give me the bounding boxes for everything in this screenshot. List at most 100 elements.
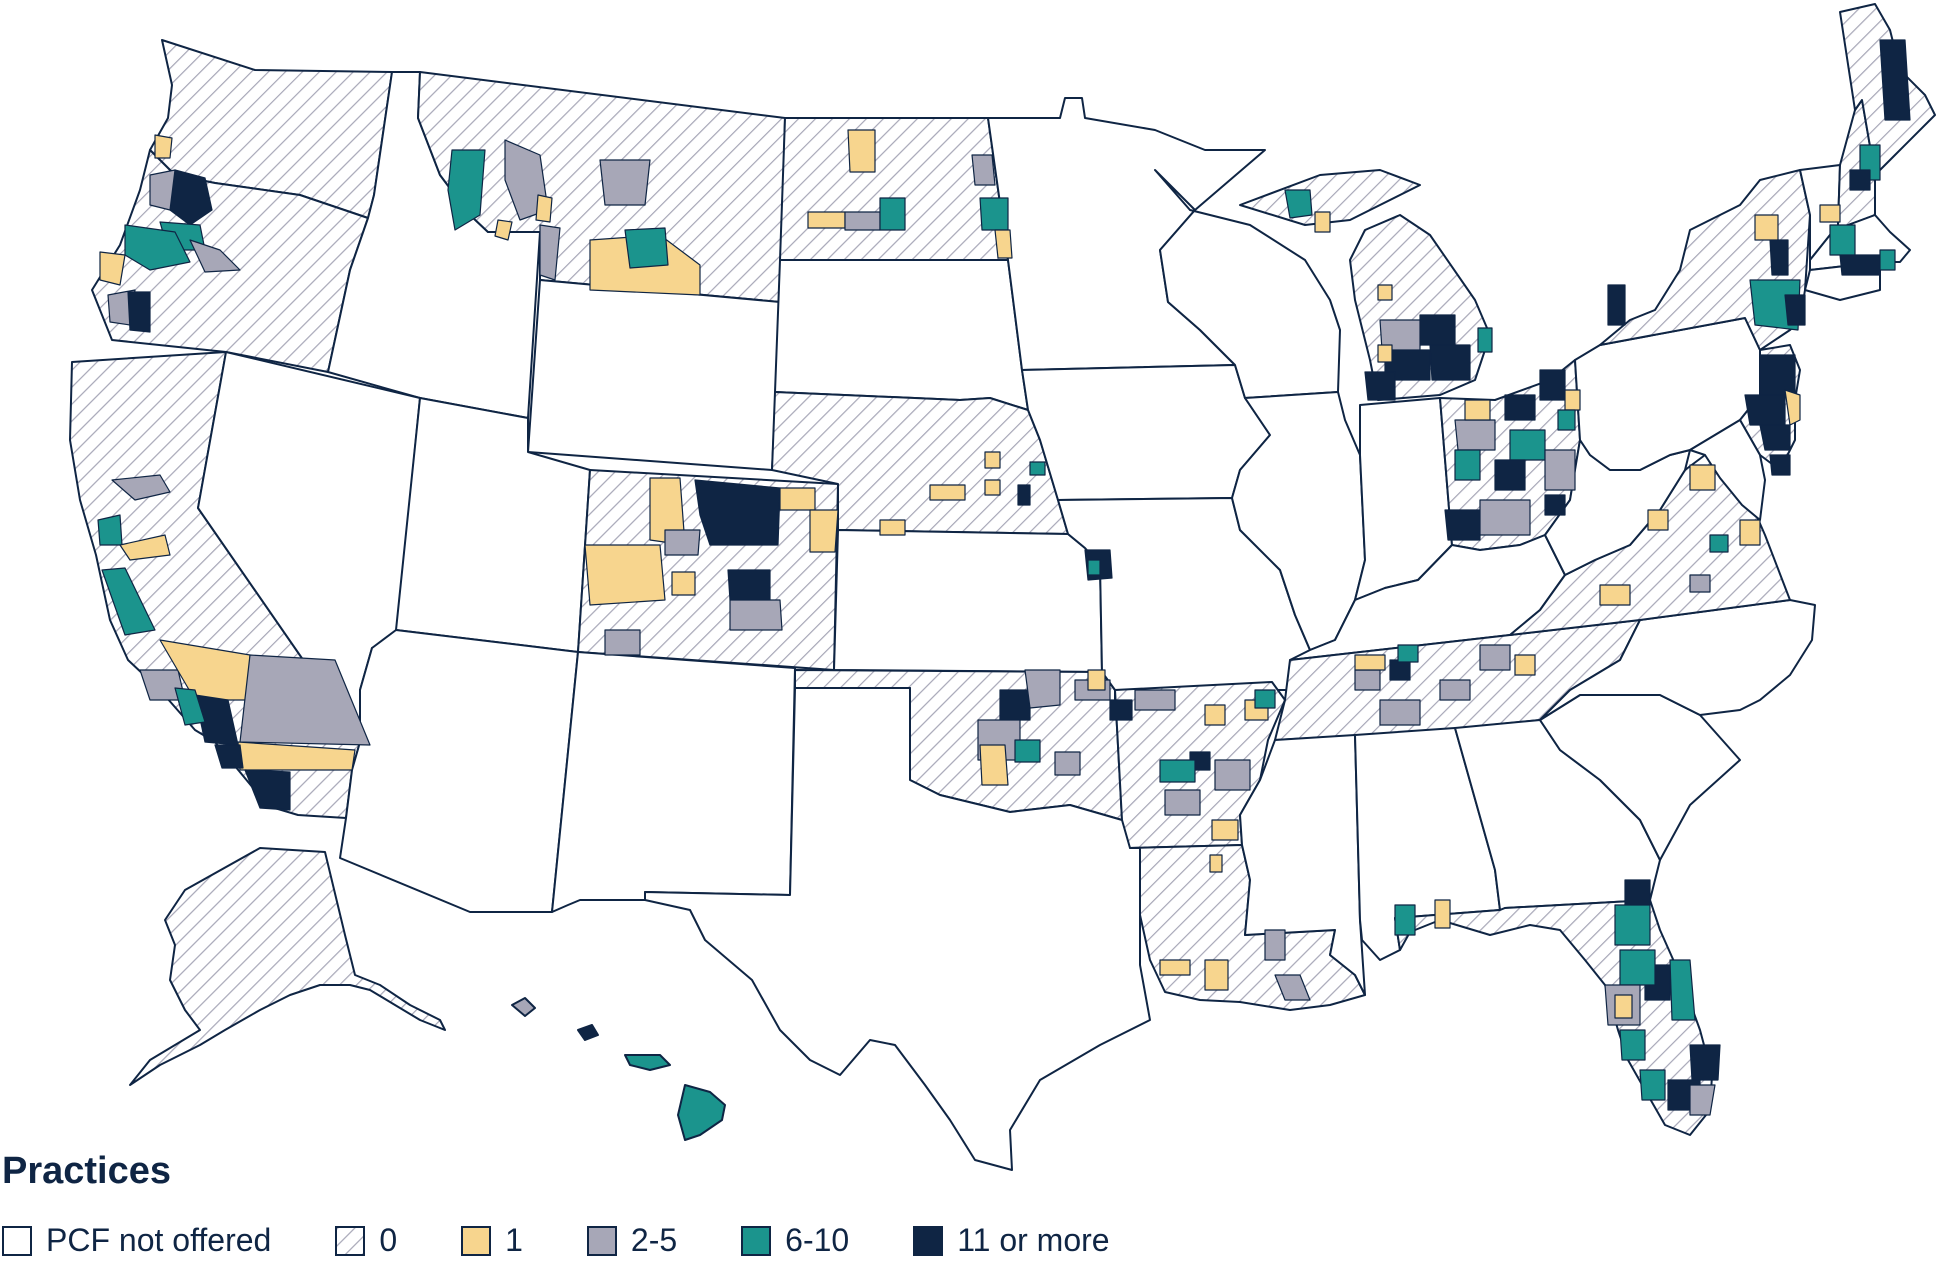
region-tn-south [1379,699,1421,726]
legend-swatch-yellow [461,1225,492,1256]
state-wyoming [527,279,781,471]
region-fl-gville [1614,904,1651,946]
region-ok-central [1024,669,1061,709]
region-mi-flint [1419,314,1456,346]
region-mi-up-east [1314,211,1331,233]
region-ma-central [1829,224,1856,256]
legend: PCF not offered 0 1 2-5 6-10 11 or more [2,1222,1174,1259]
region-ohio-central [1509,429,1546,461]
state-alaska [129,847,446,1086]
region-mt-butte [535,194,553,223]
state-hawaii-oahu [577,1024,599,1041]
region-co-north-east [779,487,816,511]
state-hawaii-kauai [511,997,536,1017]
region-ne-north [984,451,1001,469]
region-sf-bay [97,514,123,546]
region-co-west [584,544,666,606]
region-co-central [664,529,701,556]
region-eugene [127,291,151,333]
region-va-central [1647,509,1669,531]
region-va-roanoke [1689,574,1711,593]
state-kansas [833,529,1103,673]
region-fl-panhandle-east [1434,899,1451,929]
region-nj-central [1744,394,1786,426]
region-tn-west [1354,654,1386,671]
region-ok-se [1054,751,1081,776]
region-co-southwest [604,629,641,656]
legend-item-one: 1 [461,1222,523,1259]
region-ar-se [1211,819,1239,841]
region-mi-up [1284,189,1313,219]
state-north-carolina [1539,599,1816,721]
region-sj-valley [101,567,156,636]
region-ohio-dayton [1454,419,1496,451]
region-tn-central [1397,644,1419,663]
region-mt-west [447,149,486,231]
region-portland [124,224,191,271]
region-ohio-se [1544,494,1566,516]
region-ar-south [1164,789,1201,816]
region-nj-east [1784,389,1801,426]
legend-item-zero: 0 [335,1222,397,1259]
state-north-dakota [779,117,1009,261]
region-ohio-cleveland [1539,369,1566,401]
legend-label: 0 [379,1222,398,1258]
region-ok-east [1087,669,1106,691]
region-ar-fort-smith [1204,704,1226,726]
region-nd-east [971,154,996,186]
region-new-orleans [1274,974,1311,1001]
region-ohio-columbus [1494,459,1526,491]
region-nh-se [1849,169,1871,191]
region-ar-east [1214,759,1251,791]
state-hawaii-maui [624,1054,671,1071]
region-co-south-mtn [671,571,696,596]
region-portland-east [189,239,241,273]
region-va-east [1739,519,1761,546]
region-ma-east [1879,249,1896,271]
region-ma-boston [1839,254,1881,276]
region-la-north [1209,854,1223,873]
region-ar-central [1159,759,1196,783]
region-mojave [239,654,371,746]
legend-label: 11 or more [957,1222,1110,1258]
region-tn-chatt [1439,679,1471,701]
region-ohio-south [1479,499,1531,536]
region-tn-knox [1479,644,1511,671]
legend-swatch-hatched [335,1225,366,1256]
region-tulsa [1109,699,1133,721]
region-sacramento [119,534,171,561]
region-fl-sarasota [1614,994,1633,1019]
region-fl-jax [1624,879,1651,906]
state-iowa [1021,364,1271,501]
region-nj-north [1759,354,1796,396]
region-ohio-ne [1564,389,1581,411]
region-fl-sw [1619,1029,1646,1061]
region-mt-yellow [494,219,513,241]
state-texas [644,687,1151,1171]
region-nj-cape [1769,454,1791,476]
legend-item-six-ten: 6-10 [741,1222,849,1259]
region-ohio-sw [1454,449,1481,481]
region-billings-core [624,227,669,269]
region-tn-nashville [1389,659,1411,681]
region-denver [694,479,781,546]
region-ohio-nw [1464,399,1491,421]
region-ohio-toledo [1504,394,1536,421]
legend-label: 2-5 [630,1222,678,1258]
region-va-richmond [1709,534,1729,553]
region-ne-central [929,484,966,501]
region-mt-central [599,159,651,206]
region-tn-memphis [1354,669,1381,691]
legend-swatch-navy [913,1225,944,1256]
region-ny-north [1769,239,1789,276]
region-fargo [979,197,1009,231]
region-ny-syracuse [1607,284,1626,326]
region-ok-sw [979,744,1009,786]
legend-item-two-five: 2-5 [586,1222,678,1259]
region-fl-naples [1639,1069,1666,1101]
region-mi-grand [1379,319,1421,351]
region-ok-south-teal [1014,739,1041,763]
region-fl-east-coast [1669,959,1696,1021]
region-ventura [174,687,206,726]
